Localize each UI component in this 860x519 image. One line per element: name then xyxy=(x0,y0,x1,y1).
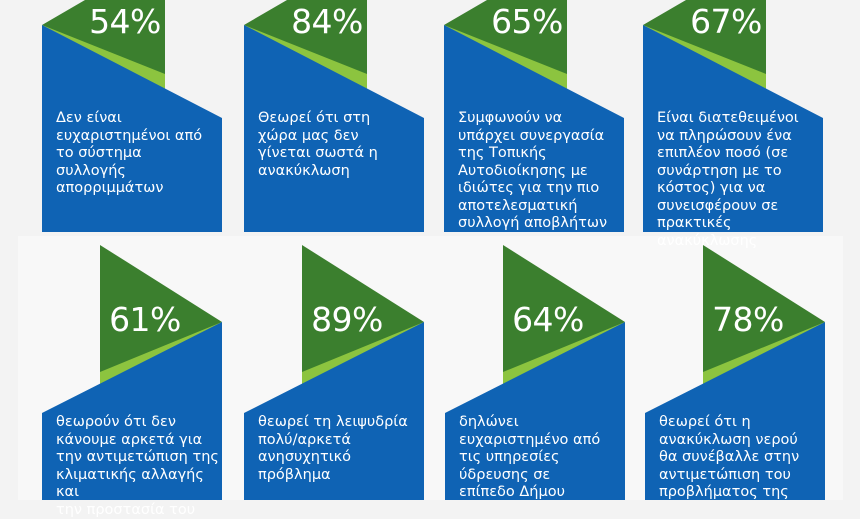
blue-panel xyxy=(645,322,825,500)
card-shape xyxy=(42,0,222,232)
percentage-value: 78% xyxy=(712,300,784,339)
stat-card: 65% Συμφωνούν να υπάρχει συνεργασία της … xyxy=(444,0,626,233)
blue-panel xyxy=(643,25,823,232)
blue-panel xyxy=(42,322,222,500)
stat-description: θεωρεί ότι η ανακύκλωση νερού θα συνέβαλ… xyxy=(659,414,800,500)
card-shape xyxy=(244,245,424,500)
card-shape xyxy=(444,0,624,232)
percentage-value: 54% xyxy=(89,2,161,41)
stat-description: θεωρεί τη λειψυδρία πολύ/αρκετά ανησυχητ… xyxy=(258,414,408,483)
card-shape xyxy=(643,0,823,232)
green-triangle xyxy=(302,245,424,385)
green-triangle xyxy=(503,245,625,385)
stat-description: Είναι διατεθειμένοι να πληρώσουν ένα επι… xyxy=(657,110,799,249)
stat-card: 54% Δεν είναι ευχαριστημένοι από το σύστ… xyxy=(42,0,224,233)
blue-panel xyxy=(244,322,424,500)
blue-panel xyxy=(42,25,222,232)
stat-card: 84% Θεωρεί ότι στη χώρα μας δεν γίνεται … xyxy=(244,0,426,233)
stat-card: 61% θεωρούν ότι δεν κάνουμε αρκετά για τ… xyxy=(42,244,224,518)
percentage-value: 89% xyxy=(311,300,383,339)
blue-panel xyxy=(444,25,624,232)
card-shape xyxy=(42,245,222,500)
stat-card: 89% θεωρεί τη λειψυδρία πολύ/αρκετά ανησ… xyxy=(244,244,426,500)
card-shape xyxy=(244,0,424,232)
stat-card: 67% Είναι διατεθειμένοι να πληρώσουν ένα… xyxy=(643,0,825,249)
blue-panel xyxy=(445,322,625,500)
stat-description: θεωρούν ότι δεν κάνουμε αρκετά για την α… xyxy=(56,414,219,518)
stat-description: Δεν είναι ευχαριστημένοι από το σύστημα … xyxy=(56,110,203,196)
percentage-value: 67% xyxy=(690,2,762,41)
stat-description: Συμφωνούν να υπάρχει συνεργασία της Τοπι… xyxy=(458,110,608,231)
stat-description: Θεωρεί ότι στη χώρα μας δεν γίνεται σωστ… xyxy=(258,110,378,179)
card-shape xyxy=(445,245,625,500)
green-triangle xyxy=(703,245,825,385)
card-shape xyxy=(645,245,825,500)
green-triangle xyxy=(100,245,222,385)
stat-description: δηλώνει ευχαριστημένο από τις υπηρεσίες … xyxy=(459,414,601,500)
stat-card: 78% θεωρεί ότι η ανακύκλωση νερού θα συν… xyxy=(645,244,827,500)
percentage-value: 65% xyxy=(491,2,563,41)
stat-card: 64% δηλώνει ευχαριστημένο από τις υπηρεσ… xyxy=(445,244,627,500)
percentage-value: 84% xyxy=(291,2,363,41)
percentage-value: 61% xyxy=(109,300,181,339)
percentage-value: 64% xyxy=(512,300,584,339)
blue-panel xyxy=(244,25,424,232)
